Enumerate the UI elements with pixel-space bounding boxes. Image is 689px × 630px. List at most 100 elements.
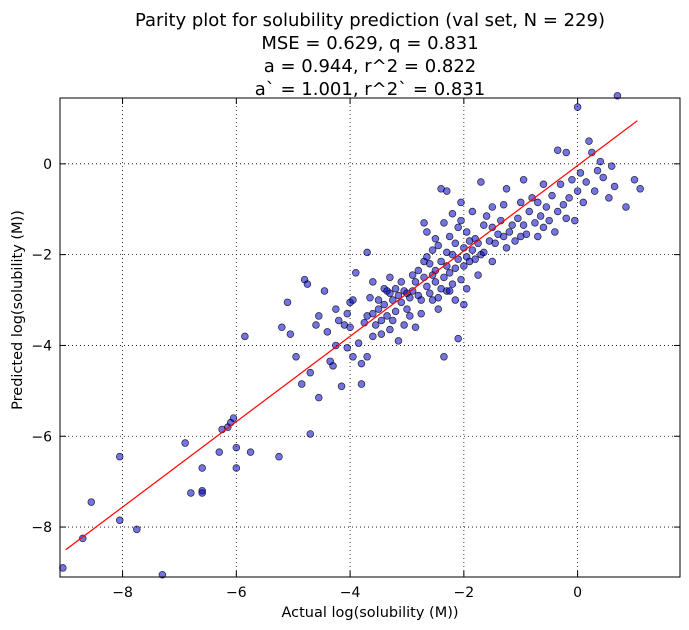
data-point [630,175,639,184]
data-point [417,309,425,318]
data-point [400,321,408,329]
data-point [477,178,485,186]
data-point [488,203,497,211]
data-point [215,448,224,456]
data-point [286,330,295,338]
data-point [440,219,448,227]
data-point [534,232,542,241]
data-point [312,321,320,329]
data-point [346,323,354,332]
data-point [408,287,417,295]
data-point [445,232,454,241]
data-point [440,353,448,361]
data-point [448,210,457,218]
scatter-points [59,91,644,579]
data-point [411,278,420,286]
data-point [408,271,417,279]
data-point [349,353,357,361]
data-point [505,228,514,236]
data-point [551,228,559,236]
data-point [87,498,96,506]
data-point [593,166,602,175]
x-axis-label: Actual log(solubility (M)) [281,605,458,621]
data-point [553,146,562,154]
y-tick-label: −2 [31,248,52,264]
data-point [386,289,394,297]
data-point [115,516,124,524]
data-point [59,564,67,572]
data-point [431,234,440,243]
data-point [582,178,590,186]
data-point [389,296,397,304]
x-tick-label: −6 [226,585,247,601]
plot-frame [59,97,681,578]
data-point [528,194,536,202]
data-point [383,312,391,320]
data-point [232,443,241,452]
data-point [571,216,579,225]
data-point [420,219,428,227]
data-point [559,200,568,209]
data-point [275,452,283,461]
data-point [610,182,619,191]
data-point [363,248,371,257]
y-tick-label: −6 [31,429,52,445]
x-tick-label: −4 [340,585,361,601]
data-point [534,198,542,207]
data-point [386,325,394,334]
data-point [198,464,206,472]
data-point [573,187,582,195]
chart-title: Parity plot for solubility prediction (v… [135,10,605,100]
data-point [423,228,431,236]
data-point [542,203,551,211]
data-point [539,180,548,189]
data-point [246,448,255,456]
data-point [187,489,195,497]
title-line-2: MSE = 0.629, q = 0.831 [261,33,478,54]
data-point [556,180,565,189]
data-point [357,380,366,388]
data-point [502,185,511,193]
data-point [320,287,329,295]
x-tick-label: 0 [573,585,582,601]
data-point [443,187,451,195]
data-point [380,300,388,309]
data-point [315,312,323,320]
data-point [462,228,471,236]
plot-area: −8 −6 −4 −2 0 −8 −6 −4 −2 0 [31,91,681,601]
data-point [499,200,508,209]
data-point [460,262,468,270]
title-line-4: a` = 1.001, r^2` = 0.831 [255,79,486,100]
data-point [357,359,366,368]
y-tick-label: 0 [43,157,52,173]
data-point [460,300,468,309]
data-point [425,289,434,297]
data-point [431,278,440,286]
data-point [480,221,488,229]
data-point [283,298,292,307]
data-point [480,248,488,257]
data-point [332,305,340,313]
data-point [292,353,300,361]
data-point [315,393,323,402]
data-point [599,173,607,182]
data-point [448,250,457,259]
data-point [562,148,570,157]
data-point [343,309,351,318]
x-tick-label: −8 [112,585,133,601]
data-point [568,175,576,184]
y-axis-label: Predicted log(solubility (M)) [10,210,26,410]
data-point [488,257,497,266]
data-point [198,489,206,497]
data-point [468,246,477,254]
data-point [525,207,534,216]
title-line-1: Parity plot for solubility prediction (v… [135,10,605,31]
data-point [369,309,377,318]
data-point [403,305,411,313]
data-point [576,169,585,177]
data-point [590,187,599,195]
data-point [371,321,380,329]
data-point [397,298,406,307]
data-point [431,266,440,275]
data-point [454,223,462,232]
